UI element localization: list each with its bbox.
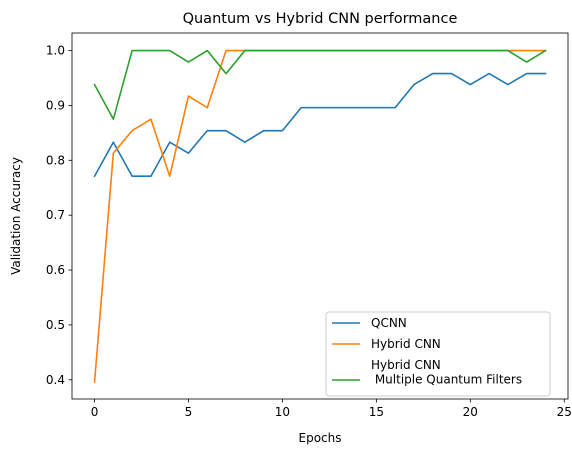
x-tick-label: 15 — [369, 405, 384, 419]
y-tick-label: 0.8 — [46, 153, 65, 167]
y-tick-label: 0.4 — [46, 373, 65, 387]
series-line-2 — [93, 49, 547, 120]
legend-entry-1: Hybrid CNN — [332, 337, 441, 351]
y-tick-label: 0.9 — [46, 98, 65, 112]
x-tick-label: 10 — [275, 405, 290, 419]
x-tick-label: 5 — [185, 405, 193, 419]
y-axis-label: Validation Accuracy — [9, 157, 23, 275]
x-axis: 0 5 10 15 20 25 — [91, 399, 572, 419]
x-tick-label: 20 — [463, 405, 478, 419]
y-tick-label: 0.7 — [46, 208, 65, 222]
y-axis: 0.4 0.5 0.6 0.7 0.8 0.9 1.0 — [46, 44, 72, 387]
series-group — [93, 49, 547, 383]
legend-label: QCNN — [371, 316, 407, 330]
y-tick-label: 1.0 — [46, 44, 65, 58]
x-axis-label: Epochs — [299, 431, 342, 445]
chart-title: Quantum vs Hybrid CNN performance — [183, 11, 458, 27]
legend-entry-0: QCNN — [332, 316, 407, 330]
legend-entry-2: Hybrid CNN Multiple Quantum Filters — [332, 358, 522, 387]
x-tick-label: 0 — [91, 405, 99, 419]
legend-box — [325, 311, 551, 397]
legend: QCNN Hybrid CNN Hybrid CNN Multiple Quantu… — [325, 311, 551, 397]
x-tick-label: 25 — [557, 405, 572, 419]
plot-frame — [71, 32, 569, 400]
legend-label: Hybrid CNN Multiple Quantum Filters — [371, 358, 522, 387]
series-line-0 — [93, 72, 547, 178]
y-tick-label: 0.5 — [46, 318, 65, 332]
legend-label: Hybrid CNN — [371, 337, 441, 351]
y-tick-label: 0.6 — [46, 263, 65, 277]
